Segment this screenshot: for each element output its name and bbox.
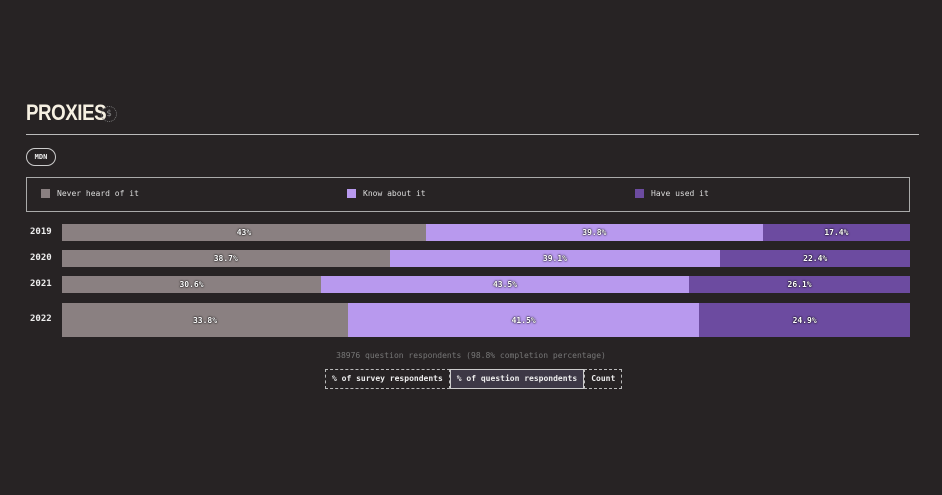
- bar-segment[interactable]: 39.1%: [389, 250, 721, 267]
- bar-row: 30.6% 43.5% 26.1%: [62, 276, 910, 293]
- bar-segment[interactable]: 22.4%: [720, 250, 910, 267]
- year-label: 2022: [30, 314, 52, 324]
- toggle-button[interactable]: % of survey respondents: [325, 369, 450, 389]
- legend-swatch: [41, 189, 50, 198]
- year-label: 2020: [30, 252, 52, 263]
- legend-label: Never heard of it: [57, 189, 139, 198]
- bar-segment[interactable]: 41.5%: [348, 303, 700, 337]
- legend-item[interactable]: Know about it: [347, 189, 426, 198]
- bar-segment[interactable]: 17.4%: [762, 224, 910, 241]
- year-label: 2019: [30, 226, 52, 237]
- toggle-button[interactable]: % of question respondents: [449, 369, 585, 389]
- respondents-note: 38976 question respondents (98.8% comple…: [336, 351, 606, 360]
- bar-segment[interactable]: 38.7%: [62, 250, 390, 267]
- legend-swatch: [635, 189, 644, 198]
- year-label: 2021: [30, 278, 52, 289]
- bar-segment[interactable]: 24.9%: [699, 303, 910, 337]
- legend-label: Have used it: [651, 189, 709, 198]
- units-toggle: % of survey respondents% of question res…: [325, 369, 623, 389]
- bar-row: 33.8% 41.5% 24.9%: [62, 303, 910, 337]
- bar-row: 38.7% 39.1% 22.4%: [62, 250, 910, 267]
- legend-swatch: [347, 189, 356, 198]
- bar-segment[interactable]: 39.8%: [425, 224, 763, 241]
- legend: Never heard of it Know about it Have used …: [26, 177, 910, 212]
- bar-segment[interactable]: 33.8%: [62, 303, 349, 337]
- bar-segment[interactable]: 43.5%: [320, 276, 690, 293]
- bar-segment[interactable]: 26.1%: [689, 276, 910, 293]
- legend-item[interactable]: Never heard of it: [41, 189, 139, 198]
- bar-segment[interactable]: 43%: [62, 224, 426, 241]
- page-title: PROXIES: [26, 100, 107, 125]
- legend-item[interactable]: Have used it: [635, 189, 709, 198]
- toggle-button[interactable]: Count: [584, 369, 623, 389]
- legend-label: Know about it: [363, 189, 426, 198]
- divider: [26, 134, 919, 135]
- bar-row: 43% 39.8% 17.4%: [62, 224, 910, 241]
- dollar-icon[interactable]: $: [101, 106, 117, 122]
- mdn-badge[interactable]: MDN: [26, 148, 56, 166]
- bar-segment[interactable]: 30.6%: [62, 276, 321, 293]
